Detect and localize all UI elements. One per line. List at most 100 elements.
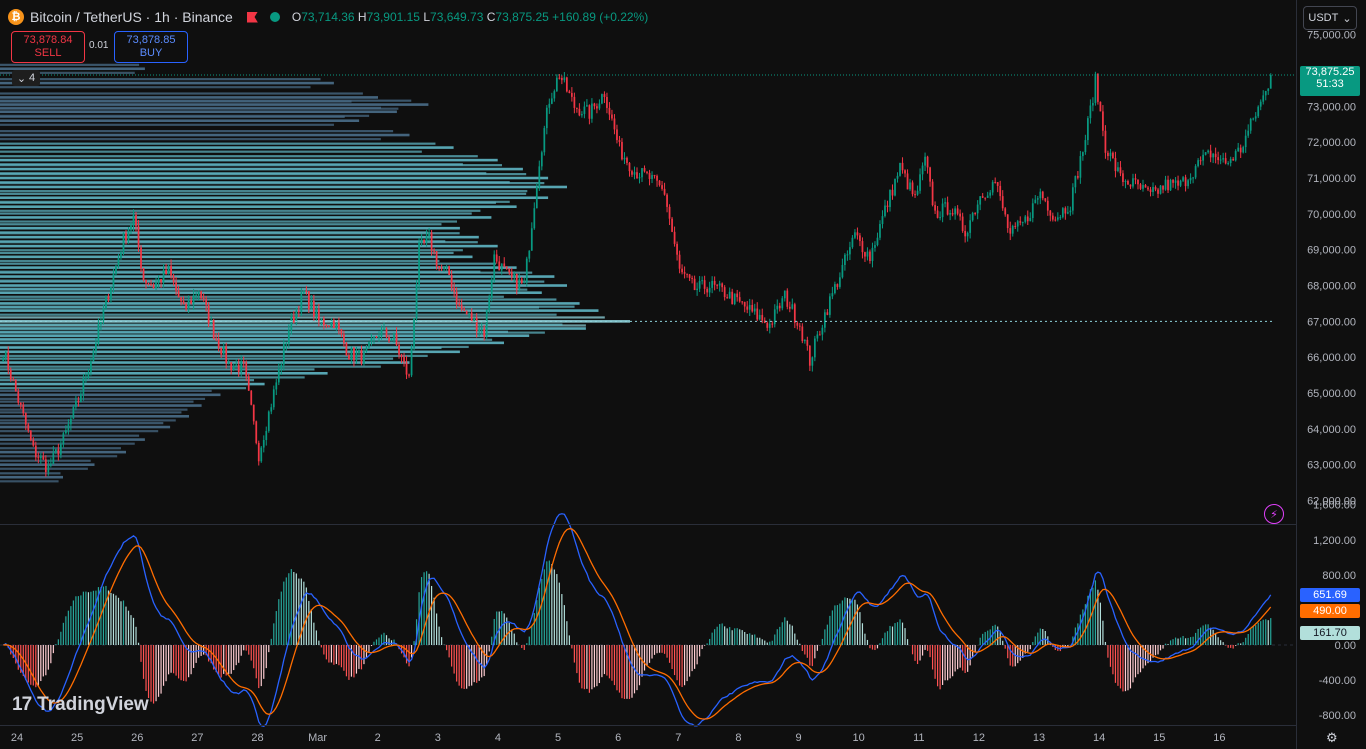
candle-body <box>220 348 223 355</box>
candle-body <box>393 333 395 340</box>
candle-body <box>931 181 934 206</box>
time-axis-label: Mar <box>308 732 327 744</box>
price-axis-label: 67,000.00 <box>1307 316 1356 328</box>
symbol-title[interactable]: Bitcoin / TetherUS · 1h · Binance <box>30 9 233 25</box>
candle-body <box>37 457 40 459</box>
candle-body <box>305 290 308 292</box>
candle-body <box>250 390 253 405</box>
candle-body <box>576 107 578 109</box>
candle-body <box>976 204 979 214</box>
candle-body <box>105 296 107 309</box>
candle-body <box>1071 187 1074 211</box>
candle-body <box>95 343 97 352</box>
candle-body <box>460 304 463 310</box>
candle-body <box>961 216 964 231</box>
candle-body <box>488 297 491 310</box>
candle-body <box>611 114 613 119</box>
candle-body <box>631 171 633 175</box>
candle-body <box>1051 215 1054 220</box>
candle-body <box>826 312 829 315</box>
tradingview-logo[interactable]: 17 TradingView <box>12 694 149 715</box>
candle-body <box>1172 179 1174 183</box>
candle-body <box>886 205 889 208</box>
candle-body <box>986 195 989 198</box>
candle-body <box>275 382 278 390</box>
buy-button[interactable]: 73,878.85 BUY <box>114 31 188 63</box>
candle-body <box>568 91 571 94</box>
candle-body <box>245 362 248 377</box>
flag-icon[interactable] <box>246 11 258 23</box>
gear-icon[interactable]: ⚙ <box>1326 730 1338 745</box>
candle-body <box>991 182 994 193</box>
candle-body <box>1204 152 1207 155</box>
candle-body <box>788 306 791 309</box>
candle-body <box>1074 176 1077 188</box>
volume-profile-bar <box>0 196 549 200</box>
candle-body <box>1147 187 1149 190</box>
volume-profile-bar <box>0 71 135 74</box>
candle-body <box>82 378 85 395</box>
candle-body <box>520 279 523 283</box>
volume-profile-bar <box>0 316 605 319</box>
candle-body <box>723 287 726 298</box>
candle-body <box>180 297 182 302</box>
candle-body <box>924 156 926 166</box>
candle-body <box>363 351 365 364</box>
indicators-collapse-button[interactable]: ⌄ 4 <box>12 70 40 86</box>
candle-body <box>1129 184 1132 187</box>
candle-body <box>618 140 621 142</box>
volume-profile-bar <box>0 189 528 193</box>
candle-body <box>328 325 330 327</box>
candle-body <box>57 449 60 455</box>
volume-profile-bar <box>0 275 555 278</box>
candle-body <box>518 279 521 290</box>
candle-body <box>911 182 914 195</box>
candle-body <box>297 310 300 313</box>
candle-body <box>390 339 393 341</box>
candle-body <box>560 77 563 81</box>
candle-body <box>172 275 175 283</box>
time-axis-label: 25 <box>71 732 83 744</box>
candle-body <box>380 329 383 336</box>
candle-body <box>921 165 924 175</box>
candle-body <box>1189 177 1192 181</box>
symbol-header[interactable]: ₿ Bitcoin / TetherUS · 1h · Binance O73,… <box>8 6 648 28</box>
candle-body <box>1001 196 1004 209</box>
candle-body <box>255 421 258 443</box>
volume-profile-bar <box>0 81 334 85</box>
sell-button[interactable]: 73,878.84 SELL <box>11 31 85 63</box>
candle-body <box>974 212 977 214</box>
candle-body <box>543 128 546 153</box>
candle-body <box>410 347 413 376</box>
candle-body <box>1244 135 1247 148</box>
candle-body <box>966 232 969 237</box>
candle-body <box>423 239 425 243</box>
candle-body <box>107 296 110 300</box>
candle-body <box>1134 178 1137 180</box>
candle-body <box>626 157 628 163</box>
candle-body <box>663 188 666 195</box>
candle-body <box>899 162 901 176</box>
candle-body <box>846 254 849 256</box>
candle-body <box>212 320 215 339</box>
candle-body <box>761 314 764 321</box>
candle-body <box>1044 198 1047 201</box>
lightning-icon[interactable]: ⚡ <box>1264 504 1284 524</box>
price-axis-label: 65,000.00 <box>1307 388 1356 400</box>
candle-body <box>861 241 864 253</box>
candle-body <box>1209 150 1212 158</box>
candle-body <box>1117 167 1119 172</box>
candle-body <box>1239 147 1242 153</box>
candle-body <box>165 269 167 275</box>
candle-body <box>478 329 481 332</box>
candle-body <box>586 105 588 107</box>
candle-body <box>495 254 498 262</box>
currency-select[interactable]: USDT ⌄ <box>1303 6 1357 30</box>
candle-body <box>468 312 471 315</box>
candle-body <box>1061 208 1064 218</box>
candle-body <box>1167 179 1169 191</box>
candle-body <box>956 208 959 214</box>
candle-body <box>876 237 879 246</box>
